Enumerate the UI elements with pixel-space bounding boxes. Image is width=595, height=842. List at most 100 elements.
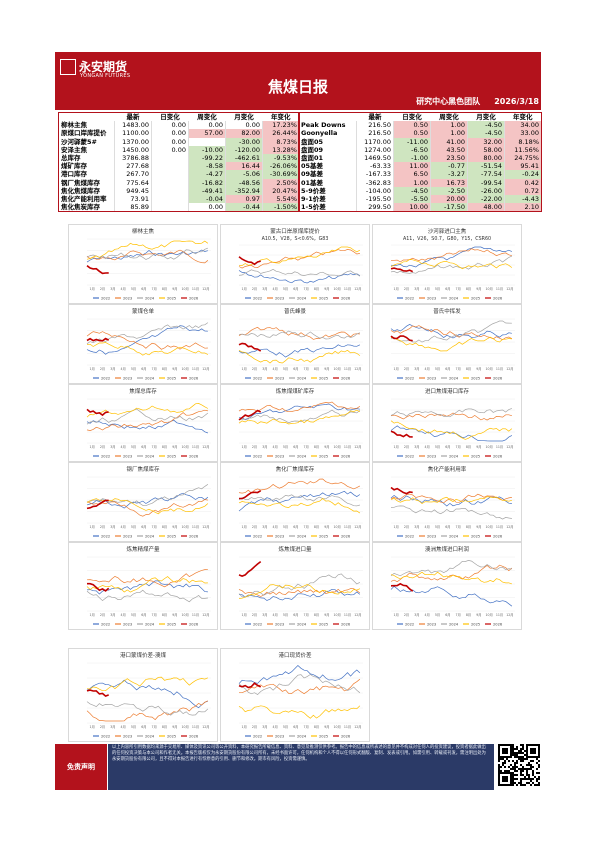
month-label: 4月 [121,287,126,291]
qr-cell [536,772,538,774]
table-cell [188,137,226,146]
qr-cell [504,756,506,758]
chart: 港口蒙煤价差-澳煤 1月 2月 3月 4月 5月 6月 7月 8月 9月 10月 11月 12月 2022… [86,651,211,739]
table-cell: -16.82 [188,178,226,187]
chart-title: 港口现货价差 [278,651,312,659]
qr-cell [530,752,532,754]
qr-cell [526,754,528,756]
month-label: 5月 [131,725,136,729]
qr-cell [504,776,506,778]
month-label: 2月 [100,287,105,291]
chart-title: 进口焦煤港口库存 [425,387,470,395]
legend-label: 2023 [275,623,284,627]
row-label: Goonyella [301,129,338,138]
chart: 普氏中挥发 1月 2月 3月 4月 5月 6月 7月 8月 9月 10月 11月 12月 2022 2023… [390,307,515,381]
month-label: 12月 [354,287,361,291]
month-label: 7月 [304,613,309,617]
month-label: 12月 [506,287,513,291]
qr-cell [512,752,514,754]
table-row: 沙河驿蒙5# 1370.00 0.00 -30.00 8.73% [59,137,299,146]
qr-cell [532,760,534,762]
qr-cell [528,768,530,770]
legend-label: 2026 [493,455,503,459]
month-label: 6月 [445,287,450,291]
decor-line [86,408,109,417]
legend-label: 2022 [253,297,262,301]
decor-line [238,682,262,689]
month-label: 3月 [262,725,267,729]
qr-cell [528,756,530,758]
month-label: 4月 [273,445,278,449]
legend-label: 2025 [167,535,176,539]
qr-cell [504,748,506,750]
qr-cell [526,768,528,770]
legend-label: 2025 [319,735,328,739]
month-label: 7月 [304,367,309,371]
month-label: 10月 [182,725,189,729]
table-cell: -362.83 [356,178,394,187]
table-cell: 8.18% [504,137,541,146]
qr-cell [528,744,530,746]
qr-cell [530,760,532,762]
qr-cell [512,772,514,774]
table-cell: -104.00 [356,186,394,195]
legend-label: 2024 [297,535,307,539]
table-cell: 1.00 [430,129,468,138]
header-cell: 周变化 [439,113,459,122]
table-cell: -4.50 [467,129,505,138]
qr-cell [524,778,526,780]
month-label: 6月 [293,367,298,371]
month-label: 8月 [314,367,319,371]
chart-panel: 炼焦煤煤矿库存 1月 2月 3月 4月 5月 6月 7月 8月 9月 10月 11月 12月 2022 20… [220,384,370,462]
month-label: 9月 [476,367,481,371]
legend-label: 2026 [189,623,199,627]
decor-line [390,259,513,270]
qr-cell [524,754,526,756]
table-cell: 277.68 [114,162,152,171]
chart-panel: 蒙古口岸原煤库提价 A10.5，V28，S<0.6%，G83 1月 2月 3月 4月 5月 6… [220,224,370,304]
table-cell: 1170.00 [356,137,394,146]
qr-cell [500,772,502,774]
qr-cell [514,782,516,784]
qr-cell [528,764,530,766]
qr-cell [498,766,500,768]
qr-cell [510,776,512,778]
qr-cell [500,744,502,746]
qr-cell [538,754,540,756]
qr-cell [538,748,540,750]
qr-cell [506,772,508,774]
qr-cell [538,756,540,758]
qr-cell [514,766,516,768]
legend-label: 2026 [189,297,199,301]
table-row: 港口库存 267.70 -4.27 -5.06 -30.69% [59,170,299,179]
month-label: 12月 [202,525,209,529]
table-cell: 0.42 [504,178,541,187]
month-label: 3月 [262,525,267,529]
qr-cell [518,750,520,752]
month-label: 2月 [404,445,409,449]
qr-cell [520,780,522,782]
chart: 焦煤总库存 1月 2月 3月 4月 5月 6月 7月 8月 9月 10月 11月 12月 2022 2023… [86,387,211,459]
qr-cell [506,758,508,760]
month-label: 10月 [182,525,189,529]
month-label: 12月 [202,725,209,729]
decor-line [86,679,209,709]
decor-line [86,499,109,510]
month-label: 6月 [141,367,146,371]
qr-cell [512,760,514,762]
legend-label: 2025 [319,535,328,539]
month-label: 3月 [110,445,115,449]
qr-cell [520,750,522,752]
legend-label: 2025 [471,455,480,459]
qr-cell [502,752,504,754]
month-label: 4月 [273,725,278,729]
month-label: 10月 [334,367,341,371]
header-row: 最新 日变化 周变化 月变化 年变化 [299,113,541,121]
row-label: Peak Downs [301,121,346,130]
chart-title: 澳洲焦煤进口利润 [425,545,470,553]
legend-label: 2023 [427,455,436,459]
month-label: 9月 [476,613,481,617]
table-cell: 85.89 [114,203,152,212]
row-label: 9-1价差 [301,194,326,203]
